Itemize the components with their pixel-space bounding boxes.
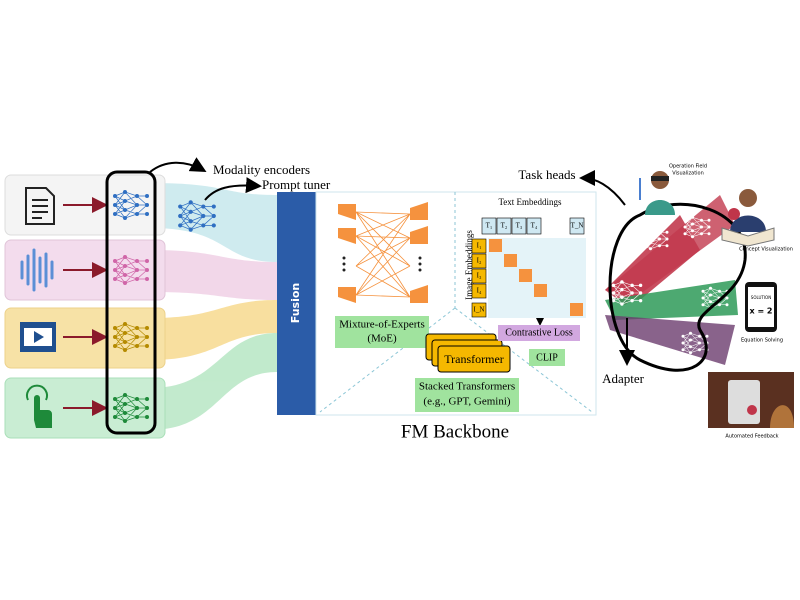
- app-caption: Equation Solving: [741, 338, 783, 344]
- app-caption: Concept Visualization: [739, 247, 793, 253]
- text-token: [569, 217, 585, 235]
- audio-icon: [20, 248, 54, 292]
- similarity-matrix: [488, 238, 586, 318]
- video-icon: [20, 322, 56, 352]
- loss-label: Contrastive Loss: [505, 327, 573, 338]
- image-token-label: I₃: [477, 272, 482, 280]
- app-image: [721, 189, 775, 247]
- app-caption: Visualization: [672, 171, 704, 177]
- task-heads-label: Task heads: [518, 167, 575, 182]
- text-token: [481, 217, 497, 235]
- image-token-label: I₁: [477, 242, 482, 250]
- modality-panels: [4, 170, 166, 439]
- image-embeddings-label: Image Embeddings: [464, 230, 474, 300]
- transformer-box-label: Transformer: [444, 352, 504, 366]
- adapter-loop: [608, 202, 747, 372]
- image-token: [471, 268, 487, 284]
- touch-icon: [26, 384, 52, 428]
- image-token: [471, 283, 487, 299]
- text-token-label: T₃: [516, 222, 523, 230]
- task-heads-arrow: [579, 170, 626, 206]
- fusion-label: Fusion: [289, 283, 302, 324]
- app-image: SOLUTION x = 2: [745, 282, 777, 332]
- text-embeddings-label: Text Embeddings: [498, 197, 562, 207]
- modality-bands: [150, 183, 277, 430]
- image-token-label: I₂: [477, 257, 482, 265]
- input-arrows: [63, 197, 108, 416]
- app-caption: Operation Field: [669, 164, 707, 170]
- text-token: [496, 217, 512, 235]
- fusion-bar: [277, 192, 316, 415]
- app-image: [708, 372, 794, 428]
- text-token-label: T₁: [486, 222, 493, 230]
- app-image: [639, 171, 675, 215]
- loss-box: [498, 325, 580, 341]
- section-dividers: [319, 192, 593, 413]
- adapter-label: Adapter: [602, 371, 645, 386]
- moe-label: (MoE): [367, 333, 397, 345]
- encoders-label: Modality encoders: [213, 162, 310, 177]
- clip-label: CLIP: [536, 352, 558, 363]
- encoder-arrow: [149, 157, 207, 173]
- text-token-label: T₂: [501, 222, 508, 230]
- band-text: [150, 183, 277, 262]
- task-heads: Task heads Adapter: [518, 167, 747, 386]
- band-audio: [150, 250, 277, 300]
- prompt-tuner-label: Prompt tuner: [262, 177, 331, 192]
- image-token: [471, 302, 487, 318]
- clip-box: [529, 349, 565, 366]
- transformer-label: Stacked Transformers: [419, 381, 515, 393]
- backbone-title: FM Backbone: [401, 421, 509, 442]
- text-token-label: T_N: [571, 222, 584, 230]
- image-token-label: I_N: [474, 306, 485, 314]
- app-caption: Automated Feedback: [725, 434, 778, 440]
- image-token: [471, 238, 487, 254]
- moe: Mixture-of-Experts (MoE): [335, 202, 429, 348]
- band-touch: [150, 333, 277, 430]
- text-token: [526, 217, 542, 235]
- band-video: [150, 300, 277, 360]
- transformer: Transformer Stacked Transformers (e.g., …: [415, 333, 519, 412]
- tuner-arrow: [204, 177, 262, 201]
- moe-label: Mixture-of-Experts: [339, 319, 425, 331]
- matrix-diagonal: [489, 239, 583, 316]
- phone-text: SOLUTION: [751, 295, 771, 300]
- clip: Text Embeddings Image Embeddings Contras…: [464, 197, 586, 366]
- backbone: Mixture-of-Experts (MoE) Transformer Sta…: [315, 191, 597, 416]
- applications: SOLUTION x = 2 Operation Field Visualiza…: [639, 164, 794, 440]
- image-token-label: I₄: [477, 287, 482, 295]
- text-token-label: T₄: [531, 222, 538, 230]
- encoder-frame: [105, 170, 157, 435]
- moe-box: [335, 316, 429, 348]
- transformer-label-box: [415, 378, 519, 412]
- document-icon: [25, 187, 55, 225]
- image-token: [471, 253, 487, 269]
- transformer-label: (e.g., GPT, Gemini): [423, 396, 511, 408]
- phone-text: x = 2: [750, 307, 773, 316]
- text-token: [511, 217, 527, 235]
